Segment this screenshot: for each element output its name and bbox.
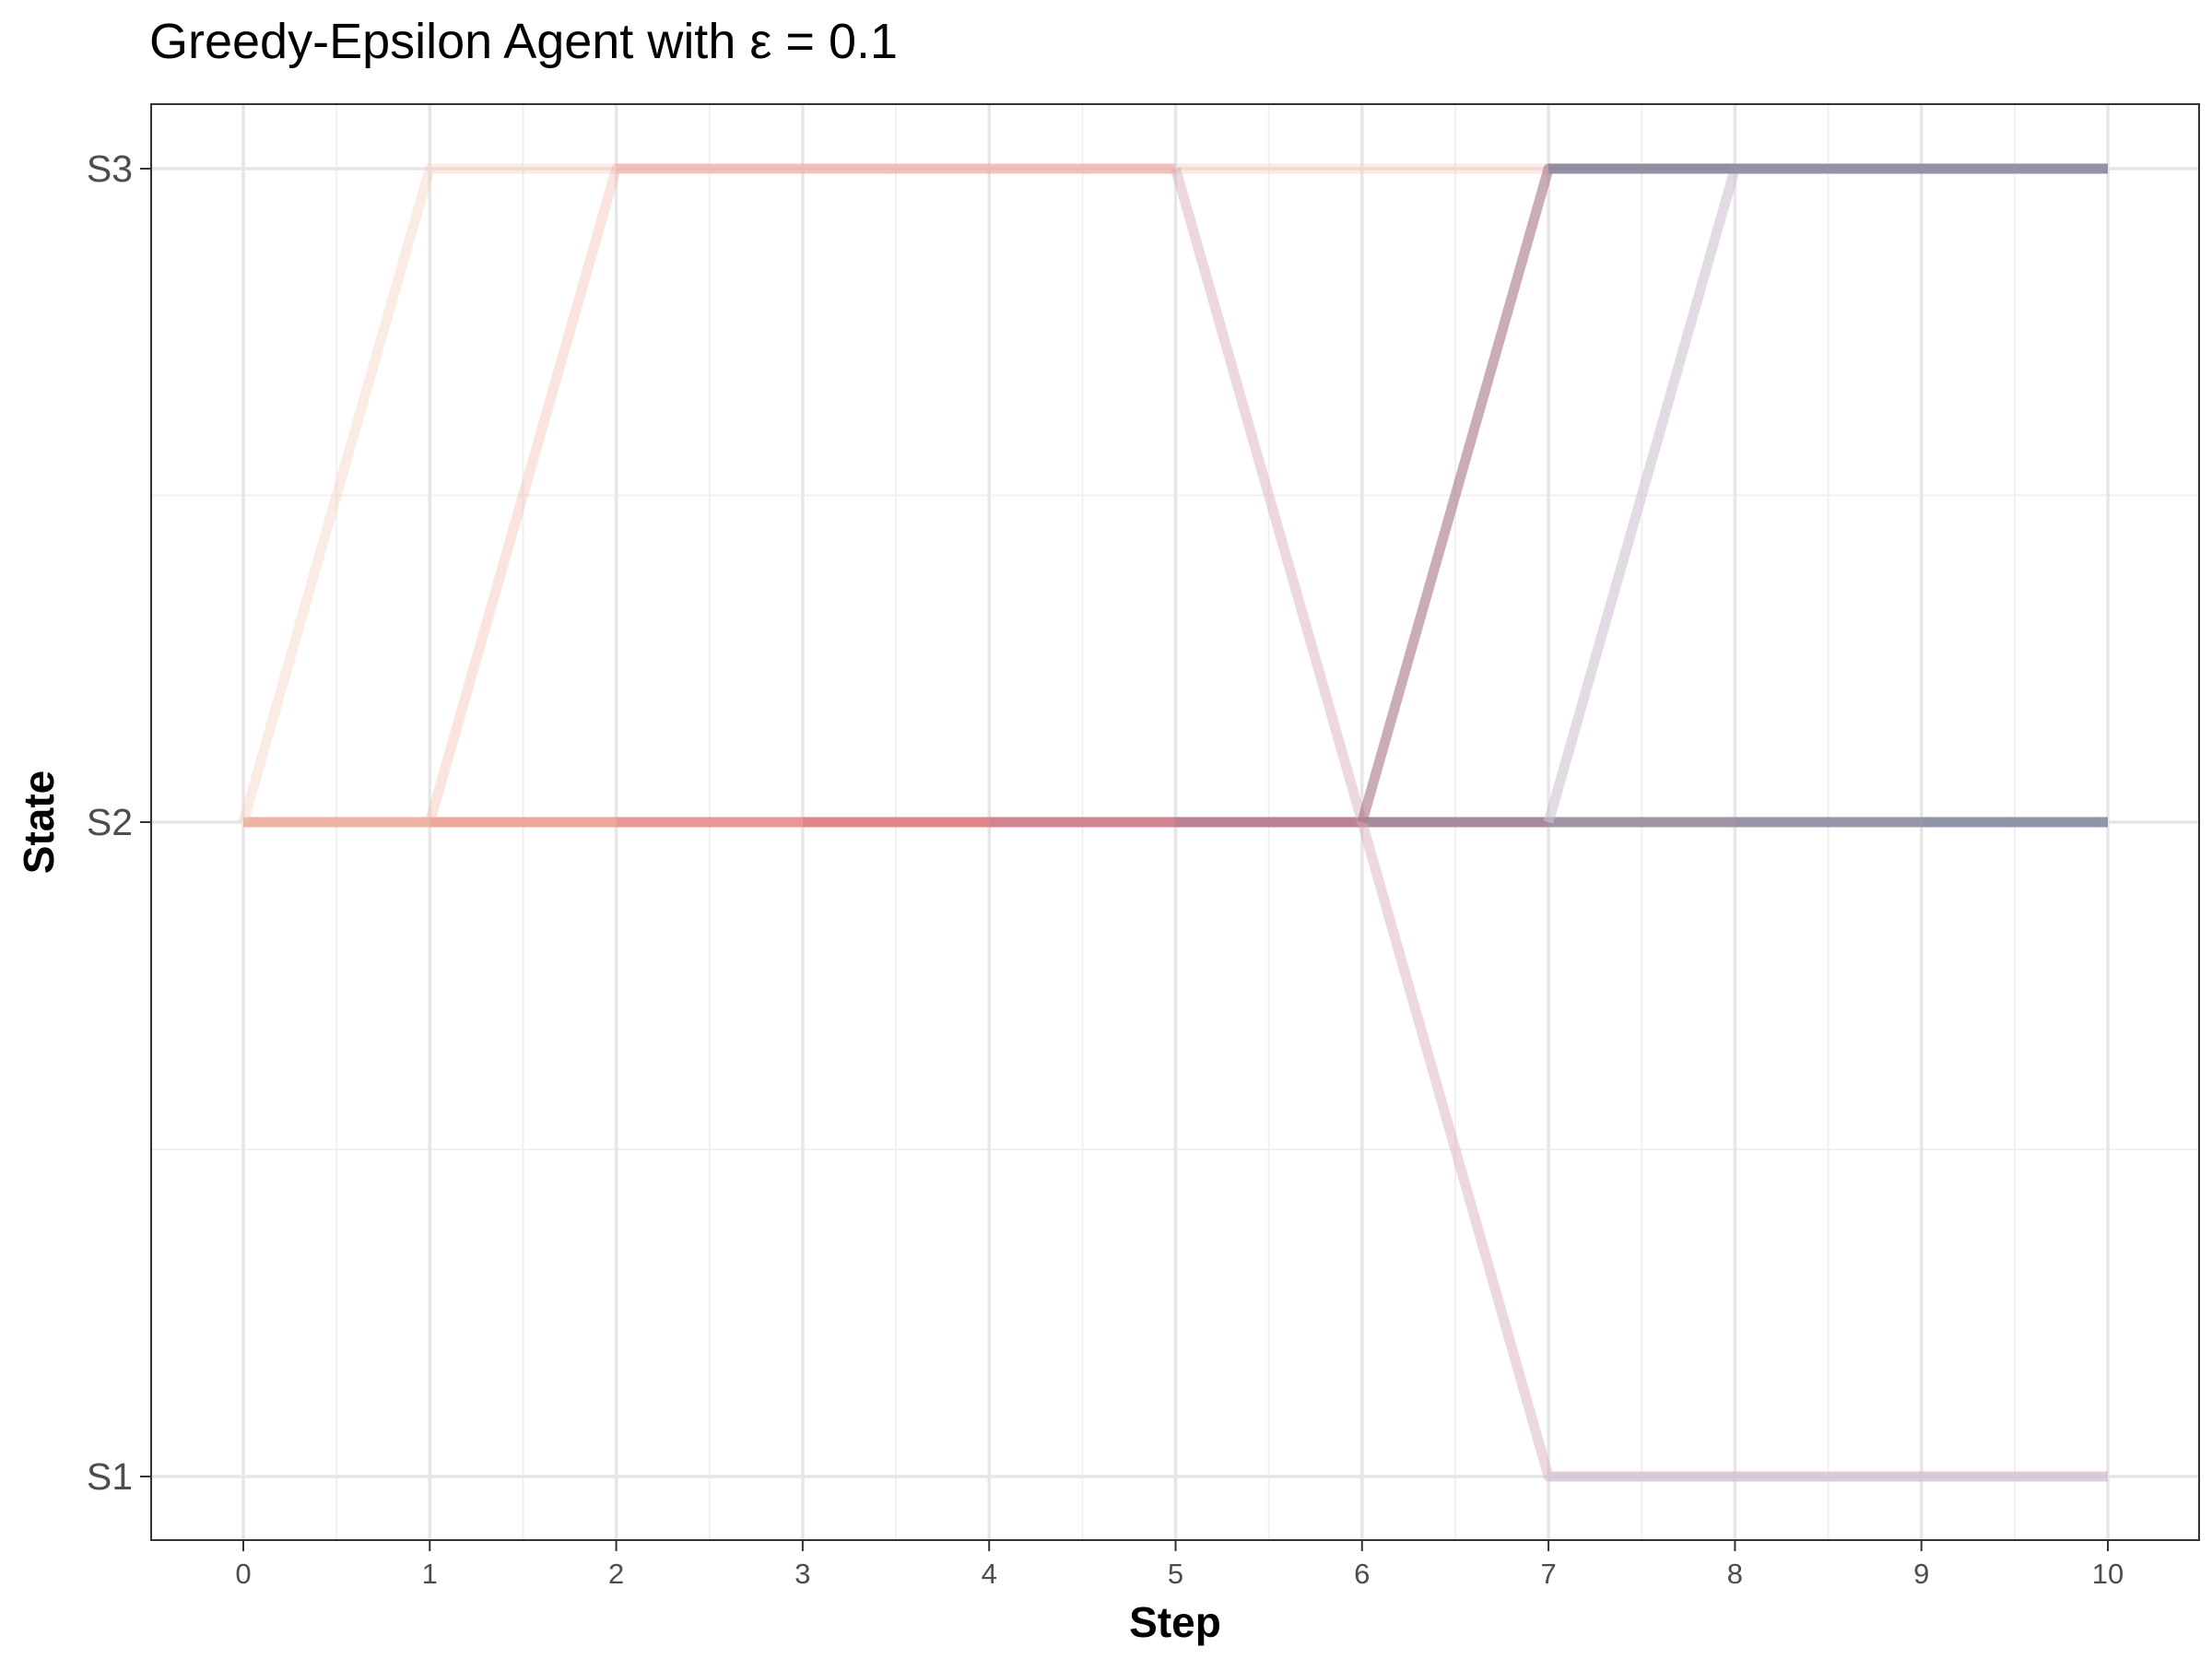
x-tick-label: 4 (982, 1558, 997, 1590)
y-tick-label: S3 (87, 147, 133, 190)
y-axis: S1 S2 S3 (87, 147, 151, 1498)
x-tick-label: 5 (1168, 1558, 1183, 1590)
x-tick-label: 6 (1354, 1558, 1370, 1590)
trajectory-lines (238, 163, 2108, 1482)
x-tick-label: 3 (794, 1558, 810, 1590)
y-tick-label: S1 (87, 1455, 133, 1498)
y-axis-title: State (15, 771, 63, 874)
x-tick-label: 8 (1727, 1558, 1743, 1590)
x-tick-label: 2 (608, 1558, 624, 1590)
x-tick-label: 7 (1540, 1558, 1556, 1590)
x-axis-title: Step (1129, 1598, 1221, 1646)
chart-title: Greedy-Epsilon Agent with ε = 0.1 (149, 14, 899, 69)
y-tick-label: S2 (87, 801, 133, 843)
x-tick-label: 1 (422, 1558, 438, 1590)
x-tick-label: 9 (1913, 1558, 1929, 1590)
x-axis: 0 1 2 3 4 5 6 7 8 9 10 (235, 1540, 2124, 1590)
x-tick-label: 0 (235, 1558, 251, 1590)
x-tick-label: 10 (2092, 1558, 2124, 1590)
trajectory-line-11 (425, 163, 1176, 824)
